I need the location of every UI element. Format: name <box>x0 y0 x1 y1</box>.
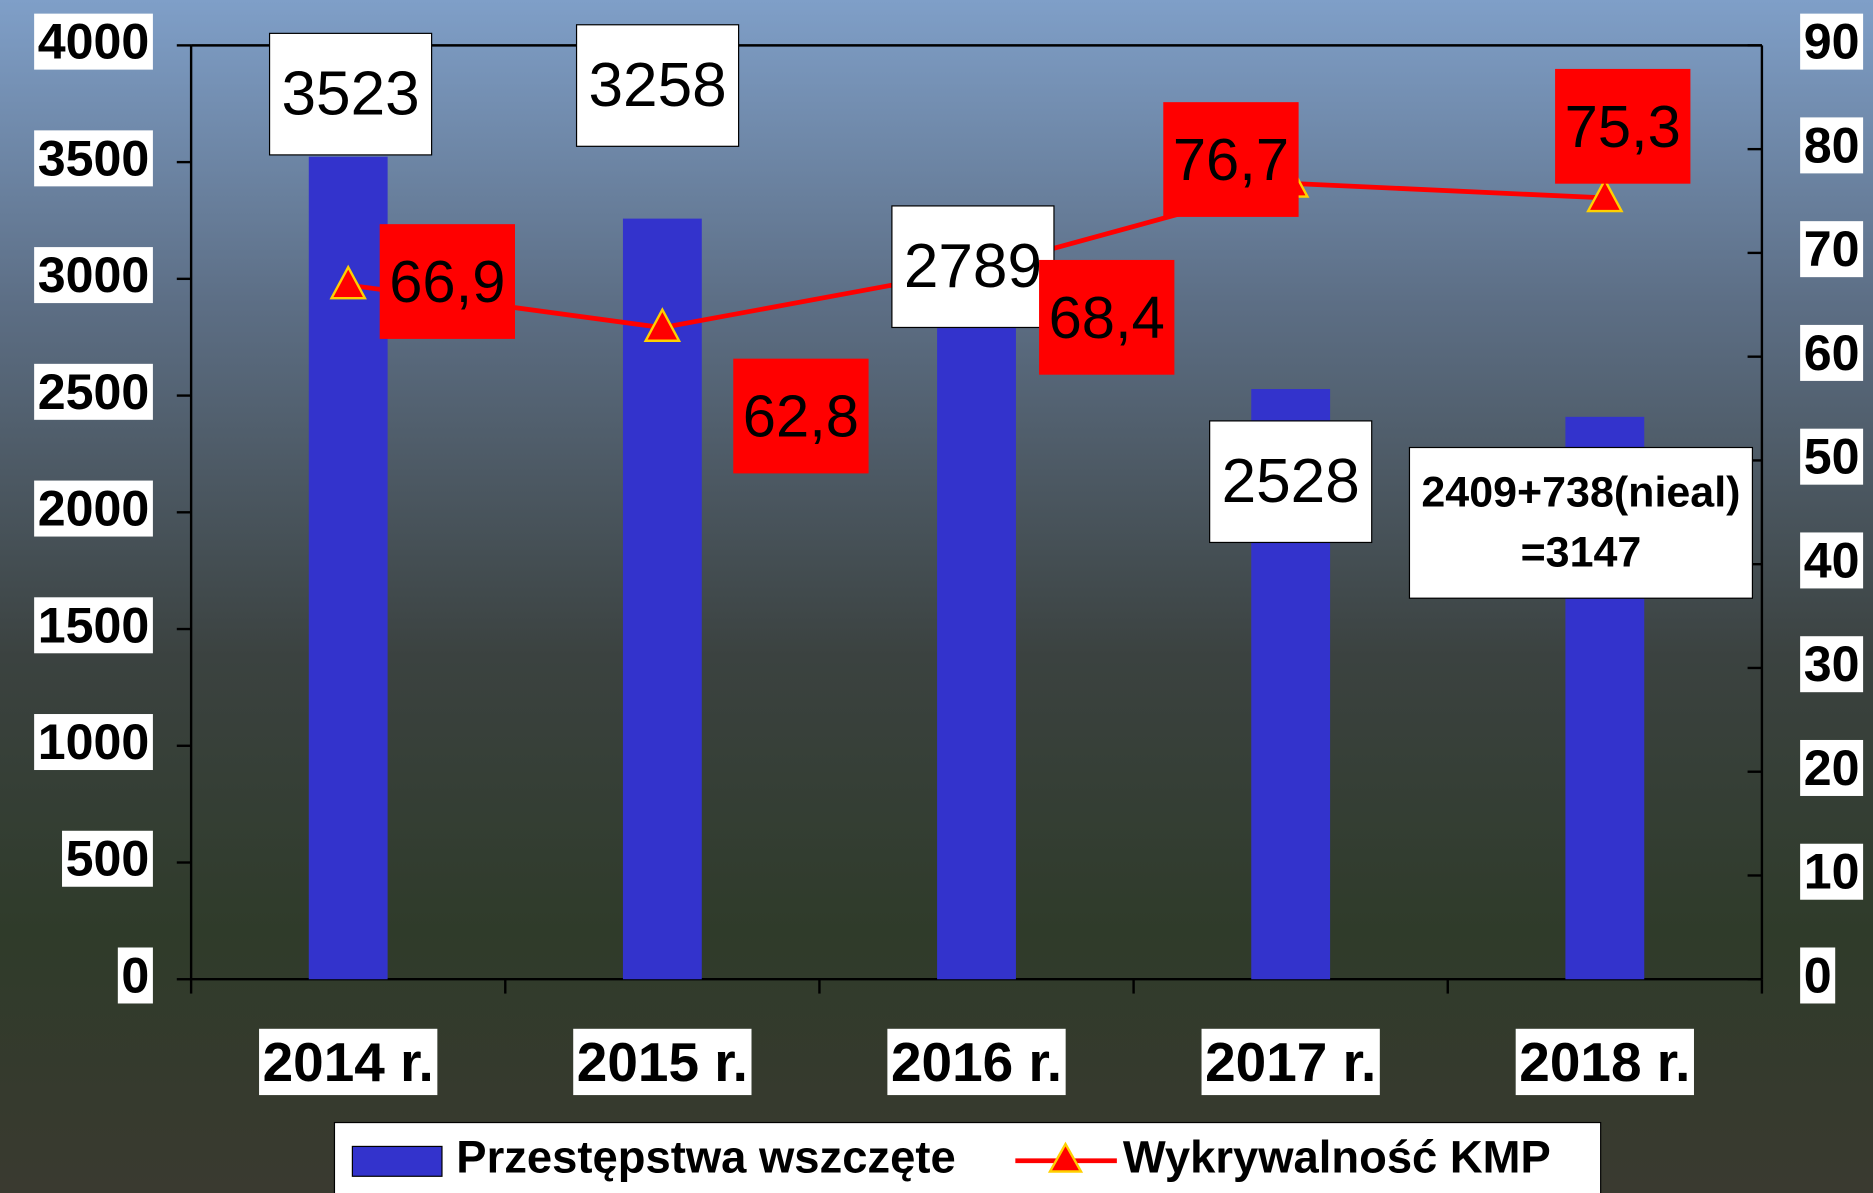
bar-value-label: 3523 <box>282 60 420 129</box>
y2-tick-label: 50 <box>1804 429 1860 485</box>
y-tick-label: 0 <box>121 947 149 1003</box>
y2-tick-label: 10 <box>1804 844 1860 900</box>
bar <box>937 328 1016 979</box>
y2-tick-label: 0 <box>1804 947 1832 1003</box>
line-value-label: 68,4 <box>1049 284 1165 351</box>
x-tick-label: 2016 r. <box>891 1031 1062 1093</box>
line-value-label-group: 62,8 <box>733 359 868 474</box>
line-value-label: 76,7 <box>1173 126 1289 193</box>
y2-tick-label: 60 <box>1804 325 1860 381</box>
chart: 0 500 1000 1500 2000 2500 3000 3500 4000 0 10 20 30 4… <box>0 0 1873 1193</box>
y-tick-label: 3500 <box>38 130 150 186</box>
line-value-label: 62,8 <box>743 383 859 450</box>
line-value-label: 75,3 <box>1565 93 1681 160</box>
line-value-label-group: 75,3 <box>1555 69 1690 184</box>
bar-value-label: 2528 <box>1222 447 1360 516</box>
y-tick-label: 500 <box>66 831 150 887</box>
legend-label: Wykrywalność KMP <box>1123 1132 1551 1183</box>
bar-value-label-group: 2789 <box>892 206 1054 328</box>
line-value-label-group: 76,7 <box>1163 102 1298 217</box>
x-tick-label: 2018 r. <box>1519 1031 1690 1093</box>
y-tick-label: 2000 <box>38 481 150 537</box>
x-tick-label: 2015 r. <box>577 1031 748 1093</box>
bar-value-label-group: 3258 <box>577 25 739 147</box>
line-value-label-group: 68,4 <box>1039 260 1174 375</box>
line-value-label: 66,9 <box>389 248 505 315</box>
bar-value-label-group: 2528 <box>1210 421 1372 543</box>
y2-tick-label: 30 <box>1804 636 1860 692</box>
y-tick-label: 3000 <box>38 247 150 303</box>
x-tick-label-group: 2018 r. <box>1516 1029 1694 1095</box>
line-value-label-group: 66,9 <box>380 224 515 339</box>
y-tick-label: 1500 <box>38 597 150 653</box>
x-tick-label-group: 2016 r. <box>887 1029 1065 1095</box>
y-tick-label: 4000 <box>38 14 150 70</box>
x-tick-label-group: 2017 r. <box>1202 1029 1380 1095</box>
bar-value-label-group: 3523 <box>270 33 432 155</box>
legend-label: Przestępstwa wszczęte <box>456 1132 955 1183</box>
y2-tick-label: 70 <box>1804 221 1860 277</box>
y2-tick-label: 90 <box>1804 14 1860 70</box>
bar-value-label: 2789 <box>904 232 1042 301</box>
x-tick-label: 2017 r. <box>1205 1031 1376 1093</box>
x-tick-label-group: 2015 r. <box>573 1029 751 1095</box>
bar-value-label: 3258 <box>589 51 727 120</box>
y-tick-label: 2500 <box>38 364 150 420</box>
y2-tick-label: 80 <box>1804 117 1860 173</box>
x-tick-label-group: 2014 r. <box>259 1029 437 1095</box>
y-tick-label: 1000 <box>38 714 150 770</box>
y2-tick-label: 20 <box>1804 740 1860 796</box>
page: 0 500 1000 1500 2000 2500 3000 3500 4000 0 10 20 30 4… <box>0 0 1873 1193</box>
y2-tick-label: 40 <box>1804 532 1860 588</box>
legend-swatch <box>352 1146 442 1176</box>
x-tick-label: 2014 r. <box>263 1031 434 1093</box>
bar-value-label-group: 2409+738(nieal)=3147 <box>1409 448 1752 599</box>
